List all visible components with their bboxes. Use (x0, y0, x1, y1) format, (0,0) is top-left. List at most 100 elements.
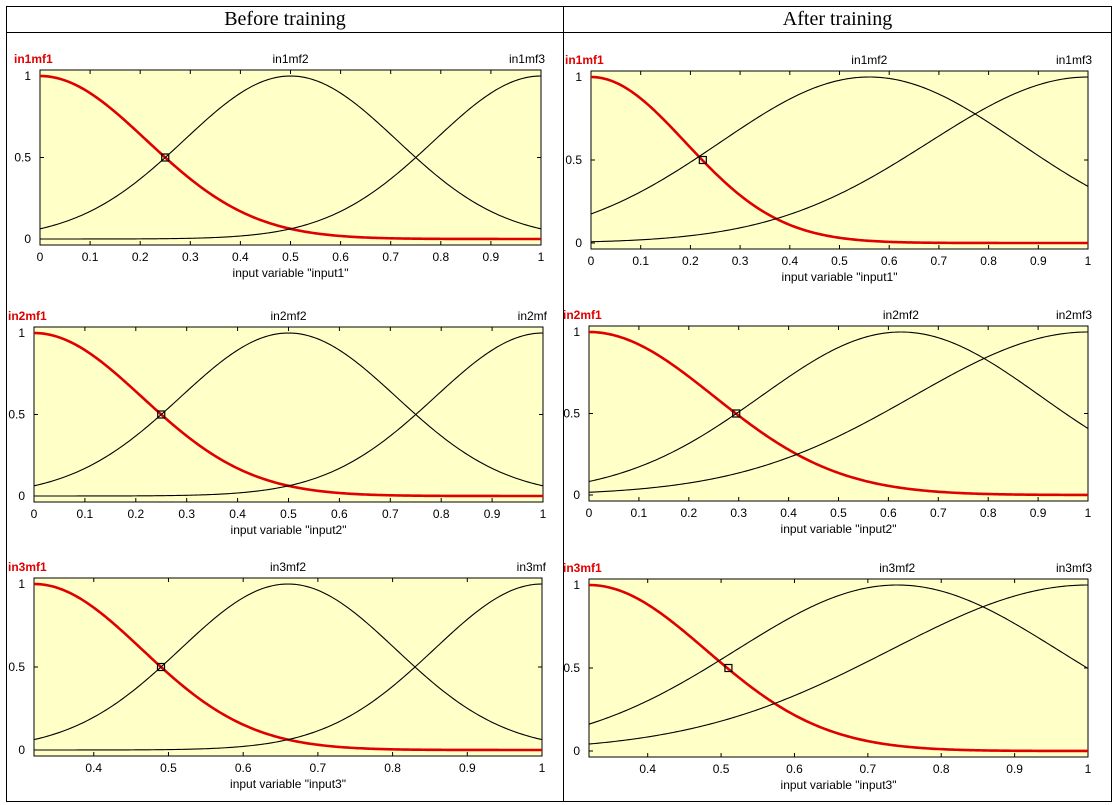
x-tick-label: 0.6 (881, 254, 898, 268)
mf-label-in1mf3: in1mf3 (509, 52, 545, 66)
mf-plot-5: 0 0.5 1 0.4 0.5 0.6 0.7 0.8 0.9 1 input variable "… (8, 560, 547, 791)
x-tick-label: 0.4 (781, 254, 798, 268)
x-axis-label: input variable "input1" (782, 270, 898, 284)
mf-label-in2mf2: in2mf2 (270, 309, 306, 323)
mf-label-in1mf1: in1mf1 (14, 52, 53, 66)
x-tick-label: 0.9 (483, 250, 500, 264)
x-tick-label: 0.6 (235, 761, 252, 775)
x-axis-label: input variable "input1" (233, 266, 349, 280)
x-axis-label: input variable "input3" (781, 778, 897, 792)
x-tick-label: 0.5 (160, 761, 177, 775)
x-tick-label: 0.9 (1006, 762, 1023, 776)
x-tick-label: 0.3 (178, 507, 195, 521)
x-tick-label: 0.2 (127, 507, 144, 521)
mf-curve-in3mf3[interactable] (34, 583, 543, 751)
header-after-training: After training (563, 6, 1112, 33)
x-tick-label: 0.9 (459, 761, 476, 775)
x-tick-label: 1 (540, 507, 547, 521)
x-tick-label: 0.3 (182, 250, 199, 264)
x-tick-label: 0.4 (639, 762, 656, 776)
mf-label-in2mf2: in2mf2 (883, 308, 919, 322)
selection-marker[interactable] (156, 662, 166, 672)
x-tick-label: 0.2 (132, 250, 149, 264)
mf-label-in1mf2: in1mf2 (272, 52, 308, 66)
plot-area (588, 578, 1089, 758)
x-tick-label: 1 (539, 761, 546, 775)
x-axis-label: input variable "input2" (781, 522, 897, 536)
x-tick-label: 0.1 (631, 506, 648, 520)
x-tick-label: 0.5 (282, 250, 299, 264)
mf-plot-1: 0 0.5 1 0 0.1 0.2 0.3 0.4 0.5 0.6 0.7 0.8 0.9 1 input … (14, 52, 545, 280)
x-tick-label: 0.4 (780, 506, 797, 520)
mf-curve-in2mf2[interactable] (588, 331, 1089, 483)
x-tick-label: 0.7 (931, 254, 948, 268)
x-tick-label: 0.7 (860, 762, 877, 776)
selection-marker[interactable] (161, 153, 170, 162)
y-tick-label: 0.5 (565, 153, 582, 167)
mf-curve-in2mf3[interactable] (588, 331, 1089, 493)
plot-area (33, 577, 543, 757)
mf-label-in3mf3: in3mf3 (1056, 561, 1092, 575)
mf-label-in2mf3: in2mf (518, 309, 548, 323)
y-tick-label: 1 (575, 70, 582, 84)
y-tick-label: 0.5 (8, 408, 25, 422)
mf-label-in3mf3: in3mf (517, 560, 547, 574)
x-tick-label: 0.5 (831, 254, 848, 268)
mf-label-in3mf2: in3mf2 (879, 561, 915, 575)
x-tick-label: 0.8 (980, 254, 997, 268)
x-axis-label: input variable "input3" (230, 777, 346, 791)
x-tick-label: 0.2 (680, 506, 697, 520)
x-tick-label: 0.9 (1030, 506, 1047, 520)
mf-curve-in1mf3[interactable] (590, 76, 1089, 243)
mf-plot-4: 0 0.5 1 0 0.1 0.2 0.3 0.4 0.5 0.6 0.7 0.8 0.9 1 input … (563, 308, 1092, 536)
mf-curve-in1mf2[interactable] (590, 76, 1089, 215)
x-tick-label: 0.4 (232, 250, 249, 264)
mf-label-in2mf1: in2mf1 (563, 308, 602, 322)
y-tick-label: 0.5 (14, 151, 31, 165)
y-tick-label: 1 (18, 577, 25, 591)
header-before-training: Before training (6, 6, 564, 33)
x-tick-label: 0.3 (732, 254, 749, 268)
x-tick-label: 0.1 (82, 250, 99, 264)
x-tick-label: 0.3 (730, 506, 747, 520)
x-tick-label: 0.2 (682, 254, 699, 268)
x-tick-label: 0.1 (77, 507, 94, 521)
mf-curve-in3mf1[interactable] (588, 583, 1088, 753)
plot-area (590, 70, 1089, 250)
y-tick-label: 1 (573, 578, 580, 592)
mf-curve-in3mf2[interactable] (588, 584, 1089, 725)
y-tick-label: 0 (573, 744, 580, 758)
x-tick-label: 0.5 (713, 762, 730, 776)
x-tick-label: 1 (1085, 254, 1092, 268)
x-tick-label: 0.5 (280, 507, 297, 521)
x-tick-label: 0.8 (980, 506, 997, 520)
y-tick-label: 0.5 (563, 661, 580, 675)
x-tick-label: 0.7 (382, 250, 399, 264)
x-tick-label: 0.6 (786, 762, 803, 776)
mf-curve-in2mf2[interactable] (33, 332, 544, 487)
figure-frame (6, 32, 1112, 802)
mf-curve-in1mf2[interactable] (39, 75, 542, 230)
mf-label-in1mf1: in1mf1 (565, 53, 604, 67)
mf-curve-in3mf2[interactable] (33, 583, 543, 741)
mf-curve-in2mf3[interactable] (34, 332, 544, 497)
plot-area (588, 325, 1089, 502)
selection-marker[interactable] (698, 155, 707, 165)
selection-marker[interactable] (724, 663, 733, 673)
mf-curve-in1mf3[interactable] (40, 75, 542, 240)
x-tick-label: 0.8 (384, 761, 401, 775)
x-tick-label: 0.9 (484, 507, 501, 521)
mf-curve-in2mf1[interactable] (588, 330, 1089, 497)
mf-plot-2: 0 0.5 1 0 0.1 0.2 0.3 0.4 0.5 0.6 0.7 0.8 0.9 1 input … (565, 53, 1092, 284)
y-tick-label: 0 (18, 743, 25, 757)
plot-area (33, 326, 544, 503)
x-tick-label: 0.9 (1030, 254, 1047, 268)
mf-curve-in1mf1[interactable] (590, 75, 1088, 245)
selection-marker[interactable] (732, 409, 741, 418)
y-tick-label: 0 (575, 236, 582, 250)
x-tick-label: 0.8 (433, 507, 450, 521)
selection-marker[interactable] (157, 410, 166, 419)
x-tick-label: 0.7 (930, 506, 947, 520)
x-tick-label: 0.5 (830, 506, 847, 520)
mf-curve-in3mf3[interactable] (588, 584, 1089, 745)
